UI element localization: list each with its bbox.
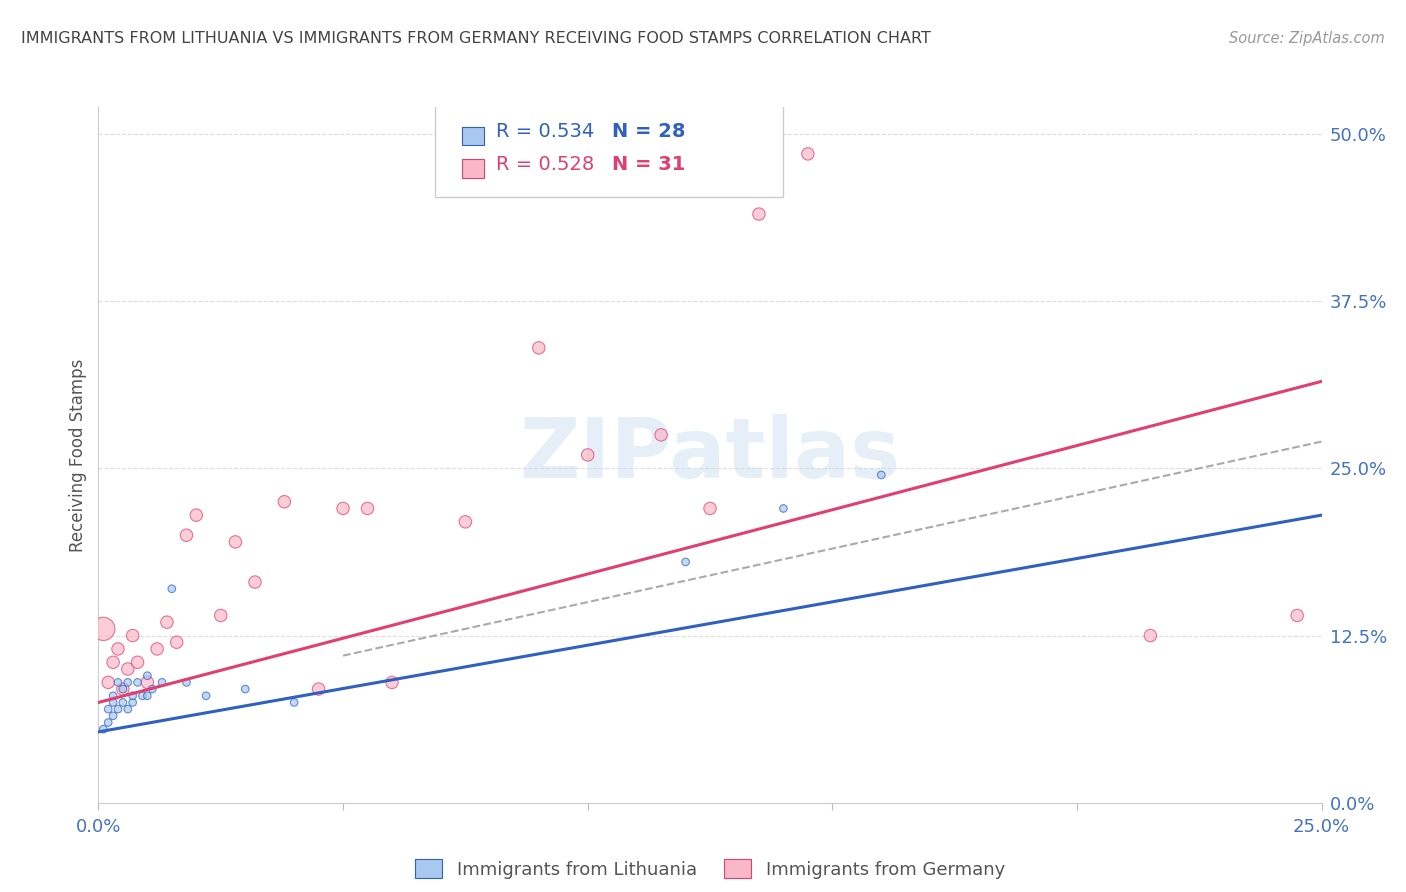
Point [101,696,124,710]
Point [1286,608,1309,623]
Point [136,689,159,703]
Point [186,508,208,523]
Legend: Immigrants from Lithuania, Immigrants from Germany: Immigrants from Lithuania, Immigrants fr… [406,850,1014,888]
FancyBboxPatch shape [461,159,484,178]
Point [283,696,305,710]
Point [308,681,330,696]
Y-axis label: Receiving Food Stamps: Receiving Food Stamps [69,359,87,551]
Point [141,681,163,696]
Point [243,575,266,590]
Point [91,622,114,636]
Point [224,535,246,549]
Point [699,501,721,516]
Point [166,635,188,649]
Point [127,675,149,690]
Point [150,675,173,690]
Point [117,662,139,676]
Point [233,681,256,696]
Text: R = 0.534: R = 0.534 [496,122,595,141]
Point [356,501,378,516]
Point [1139,628,1161,642]
Point [748,207,770,221]
FancyBboxPatch shape [461,127,484,145]
Text: Source: ZipAtlas.com: Source: ZipAtlas.com [1229,31,1385,46]
Point [160,582,183,596]
Point [797,147,820,161]
Point [107,702,129,716]
Point [107,675,129,690]
Point [107,642,129,657]
Point [527,341,550,355]
Text: IMMIGRANTS FROM LITHUANIA VS IMMIGRANTS FROM GERMANY RECEIVING FOOD STAMPS CORRE: IMMIGRANTS FROM LITHUANIA VS IMMIGRANTS … [21,31,931,46]
Point [650,428,672,442]
Point [117,675,139,690]
Point [209,608,232,623]
Text: ZIPatlas: ZIPatlas [520,415,900,495]
Point [772,501,794,516]
FancyBboxPatch shape [434,103,783,197]
Text: N = 28: N = 28 [612,122,686,141]
Point [111,696,134,710]
Point [121,696,143,710]
Point [136,675,159,690]
Point [176,528,198,542]
Point [101,689,124,703]
Point [870,468,893,483]
Point [111,681,134,696]
Point [97,702,120,716]
Point [273,494,295,508]
Point [121,628,143,642]
Point [675,555,697,569]
Point [156,615,179,630]
Point [176,675,198,690]
Point [136,669,159,683]
Point [117,702,139,716]
Text: N = 31: N = 31 [612,154,686,174]
Point [121,689,143,703]
Point [91,723,114,737]
Point [101,708,124,723]
Point [332,501,354,516]
Point [127,655,149,669]
Text: R = 0.528: R = 0.528 [496,154,595,174]
Point [131,689,153,703]
Point [101,655,124,669]
Point [195,689,218,703]
Point [97,675,120,690]
Point [576,448,599,462]
Point [97,715,120,730]
Point [111,681,134,696]
Point [381,675,404,690]
Point [146,642,169,657]
Point [454,515,477,529]
